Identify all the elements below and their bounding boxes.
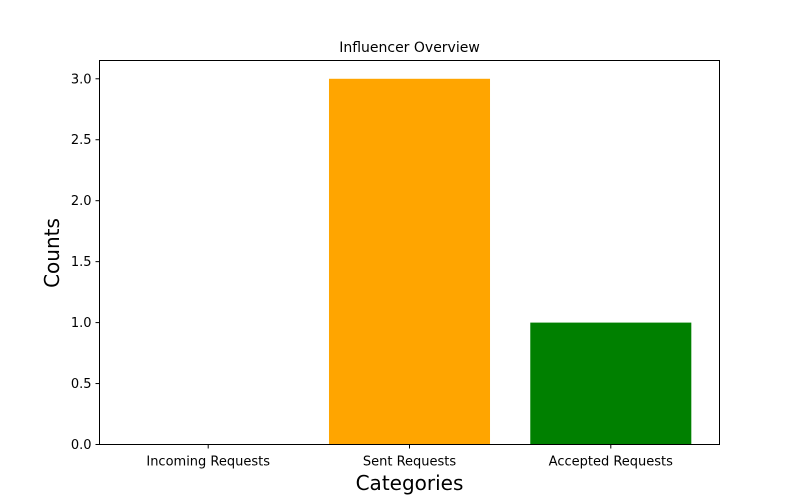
y-axis-ticks: 0.0 0.5 1.0 1.5 2.0 2.5 3.0 <box>71 72 100 453</box>
y-tick-label: 2.5 <box>71 133 92 148</box>
chart-title: Influencer Overview <box>339 40 480 56</box>
y-axis-label: Counts <box>40 218 64 288</box>
plot-area-frame <box>99 60 720 445</box>
y-tick-label: 1.0 <box>71 316 92 331</box>
y-tick-label: 0.5 <box>71 377 92 392</box>
y-tick-label: 2.0 <box>71 194 92 209</box>
y-tick-label: 0.0 <box>71 438 92 453</box>
x-tick-label: Sent Requests <box>363 455 457 470</box>
y-tick-label: 3.0 <box>71 72 92 87</box>
bar-accepted-requests <box>530 322 692 445</box>
x-axis-label: Categories <box>356 471 464 495</box>
bars-group <box>328 78 692 445</box>
x-tick-label: Incoming Requests <box>146 455 270 470</box>
x-axis-ticks: Incoming Requests Sent Requests Accepted R… <box>146 444 673 470</box>
x-tick-label: Accepted Requests <box>549 455 673 470</box>
y-tick-label: 1.5 <box>71 255 92 270</box>
bar-sent-requests <box>328 78 491 445</box>
